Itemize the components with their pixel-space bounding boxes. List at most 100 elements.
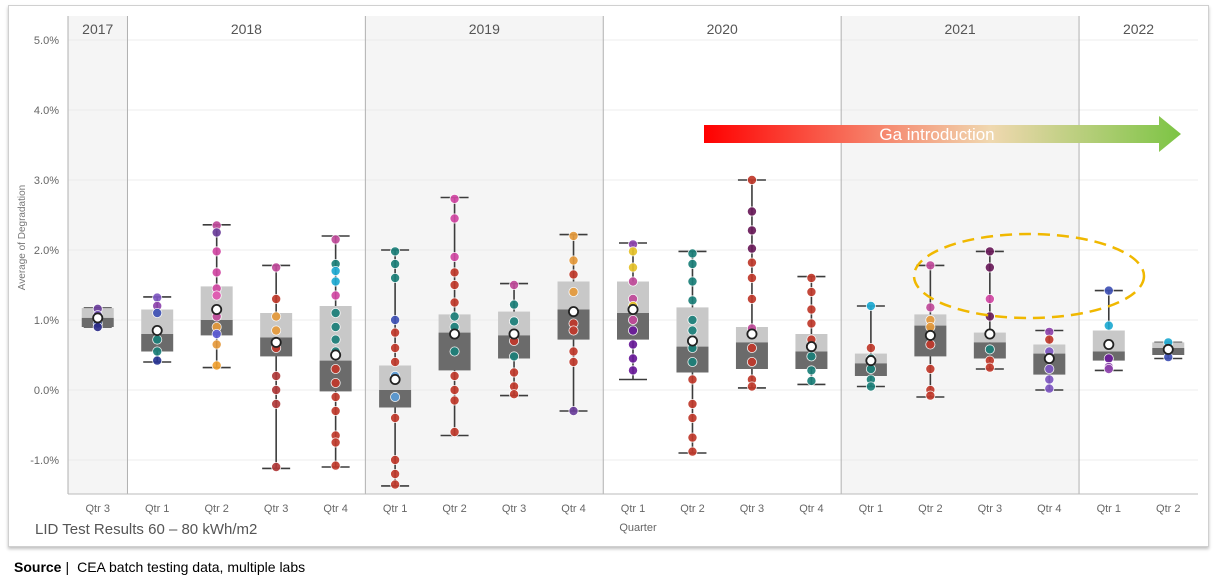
y-tick-label: 3.0% bbox=[34, 175, 59, 187]
data-point bbox=[449, 384, 460, 395]
data-point bbox=[330, 290, 341, 301]
data-point bbox=[925, 302, 936, 313]
x-tick-label: Qtr 4 bbox=[1037, 503, 1061, 515]
mean-marker bbox=[211, 303, 223, 315]
data-point bbox=[211, 360, 222, 371]
data-point bbox=[330, 437, 341, 448]
mean-marker bbox=[627, 303, 639, 315]
data-point bbox=[449, 279, 460, 290]
data-point bbox=[390, 342, 401, 353]
data-point bbox=[509, 389, 520, 400]
box-group-2022-qtr1 bbox=[1092, 285, 1125, 374]
data-point bbox=[509, 316, 520, 327]
mean-marker bbox=[924, 329, 936, 341]
data-point bbox=[271, 384, 282, 395]
data-point bbox=[390, 314, 401, 325]
data-point bbox=[271, 398, 282, 409]
data-point bbox=[449, 370, 460, 381]
mean-marker bbox=[805, 341, 817, 353]
data-point bbox=[865, 300, 876, 311]
data-point bbox=[330, 391, 341, 402]
box-group-2018-qtr4 bbox=[319, 234, 352, 471]
y-tick-label: 0.0% bbox=[34, 385, 59, 397]
chart-frame: 2017 2018 2019 2020 2021 2022 Ga introduction… bbox=[8, 5, 1209, 547]
data-point bbox=[330, 460, 341, 471]
data-point bbox=[746, 206, 757, 217]
data-point bbox=[687, 432, 698, 443]
data-point bbox=[390, 454, 401, 465]
box-group-2021-qtr2 bbox=[914, 260, 947, 401]
data-point bbox=[1044, 383, 1055, 394]
mean-marker bbox=[92, 312, 104, 324]
data-point bbox=[211, 339, 222, 350]
box-group-2019-qtr1 bbox=[379, 246, 412, 490]
x-tick-label: Qtr 1 bbox=[145, 503, 169, 515]
year-label-2019: 2019 bbox=[469, 21, 500, 37]
mean-marker bbox=[508, 328, 520, 340]
x-tick-label: Qtr 2 bbox=[680, 503, 704, 515]
year-label-2020: 2020 bbox=[707, 21, 738, 37]
box-group-2020-qtr4 bbox=[795, 272, 828, 386]
data-point bbox=[806, 272, 817, 283]
box-group-2019-qtr4 bbox=[557, 230, 590, 416]
x-tick-label: Qtr 1 bbox=[859, 503, 883, 515]
data-point bbox=[1103, 320, 1114, 331]
data-point bbox=[390, 356, 401, 367]
y-tick-label: 2.0% bbox=[34, 245, 59, 257]
data-point bbox=[390, 468, 401, 479]
data-point bbox=[687, 412, 698, 423]
box-group-2018-qtr2 bbox=[200, 220, 233, 371]
data-point bbox=[687, 446, 698, 457]
data-point bbox=[449, 311, 460, 322]
highlight-ellipse bbox=[912, 232, 1146, 320]
mean-marker bbox=[568, 306, 580, 318]
data-point bbox=[806, 375, 817, 386]
data-point bbox=[746, 356, 757, 367]
data-point bbox=[330, 265, 341, 276]
x-axis-label: Quarter bbox=[619, 522, 657, 534]
data-point bbox=[687, 314, 698, 325]
data-point bbox=[687, 356, 698, 367]
y-tick-label: -1.0% bbox=[30, 455, 59, 467]
x-tick-label: Qtr 3 bbox=[502, 503, 526, 515]
box-group-2020-qtr2 bbox=[676, 248, 709, 457]
data-point bbox=[152, 346, 163, 357]
mean-marker bbox=[151, 324, 163, 336]
data-point bbox=[628, 325, 639, 336]
data-point bbox=[687, 276, 698, 287]
data-point bbox=[152, 292, 163, 303]
data-point bbox=[271, 325, 282, 336]
ga-introduction-arrow bbox=[704, 116, 1181, 152]
lid-boxplot-chart: 2017 2018 2019 2020 2021 2022 Ga introduction… bbox=[17, 16, 1198, 538]
data-point bbox=[687, 295, 698, 306]
box-lower bbox=[498, 335, 531, 359]
data-point bbox=[746, 225, 757, 236]
source-separator: | bbox=[65, 559, 70, 575]
box-group-2019-qtr3 bbox=[498, 279, 531, 400]
box-group-2020-qtr1 bbox=[617, 239, 649, 381]
data-point bbox=[271, 262, 282, 273]
data-point bbox=[330, 307, 341, 318]
data-point bbox=[330, 234, 341, 245]
y-tick-label: 4.0% bbox=[34, 105, 59, 117]
data-point bbox=[1103, 363, 1114, 374]
year-label-2017: 2017 bbox=[82, 21, 113, 37]
data-point bbox=[687, 374, 698, 385]
data-point bbox=[628, 314, 639, 325]
year-shade-2019 bbox=[365, 16, 604, 494]
x-tick-label: Qtr 1 bbox=[1097, 503, 1121, 515]
data-point bbox=[449, 346, 460, 357]
mean-marker bbox=[330, 349, 342, 361]
x-tick-label: Qtr 2 bbox=[918, 503, 942, 515]
data-point bbox=[984, 311, 995, 322]
data-point bbox=[746, 293, 757, 304]
data-point bbox=[984, 246, 995, 257]
data-point bbox=[152, 307, 163, 318]
data-point bbox=[568, 346, 579, 357]
x-tick-label: Qtr 3 bbox=[740, 503, 764, 515]
data-point bbox=[449, 426, 460, 437]
data-point bbox=[925, 363, 936, 374]
data-point bbox=[449, 297, 460, 308]
data-point bbox=[687, 398, 698, 409]
data-point bbox=[390, 258, 401, 269]
